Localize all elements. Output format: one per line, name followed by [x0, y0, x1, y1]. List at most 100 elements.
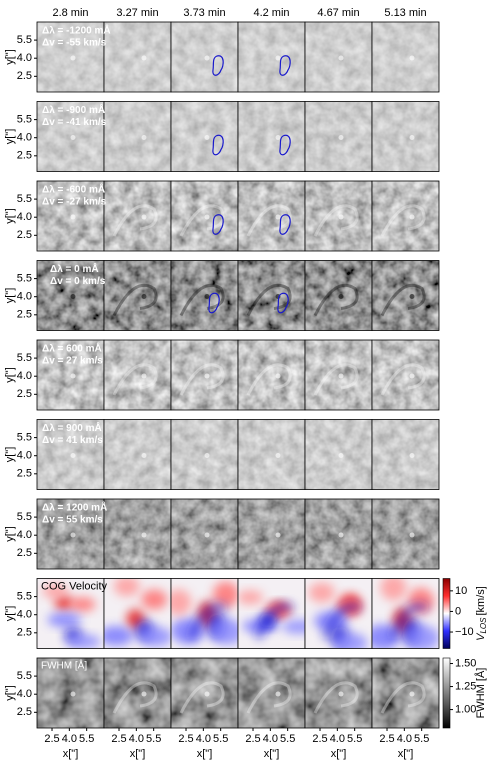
velocity-blob [405, 625, 439, 649]
image-panel [104, 260, 171, 331]
panel-texture [238, 340, 305, 410]
colorbar-tick-label: −10 [455, 626, 474, 638]
image-panel [37, 181, 104, 251]
panel-texture [37, 658, 104, 728]
contour [212, 214, 224, 235]
image-panel [37, 340, 104, 410]
panel-texture [238, 658, 305, 728]
image-panel [37, 22, 104, 92]
image-panel [238, 578, 305, 649]
y-tick-label: 5.5 [17, 591, 32, 603]
x-tick-label: 5.5 [79, 733, 94, 745]
panel-frame [371, 21, 440, 93]
colorbar-label: FWHM [Å] [474, 668, 487, 719]
swirl [112, 204, 158, 237]
colorbar-tick-label: 1.00 [455, 703, 476, 715]
velocity-blob [210, 618, 238, 645]
y-axis-label: y["] [4, 526, 16, 542]
image-panel [238, 499, 305, 569]
image-panel [372, 658, 439, 728]
x-axis-label: x["] [331, 748, 347, 760]
row-label: Δλ = 0 mÅ [50, 262, 99, 275]
bright-point [141, 55, 147, 61]
image-panel [104, 22, 171, 92]
bright-point [204, 532, 210, 538]
y-tick-label: 4.0 [17, 52, 32, 64]
x-tick-label: 2.5 [44, 733, 59, 745]
panel-texture [104, 419, 171, 490]
bright-point [409, 135, 415, 140]
y-tick-label: 4.0 [17, 370, 32, 382]
panel-texture [372, 499, 439, 569]
bright-point [141, 691, 147, 697]
swirl [313, 204, 359, 237]
colorbar [442, 657, 451, 729]
panel-texture [305, 22, 372, 92]
x-tick-label: 4.0 [62, 733, 77, 745]
x-tick-label: 2.5 [312, 733, 327, 745]
y-tick-label: 4.0 [17, 529, 32, 541]
bright-point [141, 453, 147, 458]
y-tick-label: 4.0 [17, 609, 32, 621]
x-tick-label: 4.0 [129, 733, 144, 745]
bright-point [338, 373, 344, 379]
contour [208, 292, 220, 314]
y-tick-label: 5.5 [17, 114, 32, 126]
panel-texture [372, 260, 439, 331]
contour [279, 214, 291, 235]
image-panel [238, 181, 305, 251]
panel-texture [104, 658, 171, 728]
image-panel [171, 22, 238, 92]
row-label: Δλ = 600 mÅ [42, 342, 102, 355]
swirl [313, 363, 359, 396]
panel-frame [371, 260, 440, 331]
bright-point [338, 55, 344, 61]
contour [212, 55, 224, 76]
image-panel [104, 658, 171, 728]
panel-texture [104, 260, 171, 331]
y-tick-label: 4.0 [17, 211, 32, 223]
row-label: Δλ = -600 mÅ [42, 183, 105, 196]
row-label: Δλ = -1200 mÅ [42, 24, 111, 37]
panel-texture [37, 260, 104, 331]
velocity-blob [42, 584, 69, 599]
panel-frame [371, 657, 440, 729]
panel-texture [104, 22, 171, 92]
velocity-blob [380, 578, 407, 601]
label-unit: [km/s] [475, 586, 487, 615]
bright-point [275, 55, 281, 61]
contour [279, 55, 291, 76]
velocity-blob [141, 589, 168, 610]
panel-texture [171, 340, 238, 410]
panel-frame [371, 578, 440, 649]
y-axis-label: y["] [4, 685, 16, 701]
image-panel [171, 101, 238, 172]
image-panel [238, 260, 305, 331]
bright-point [204, 55, 210, 61]
row-label: COG Velocity [41, 580, 108, 592]
swirl [313, 283, 359, 317]
image-panel [104, 499, 171, 569]
y-axis-label: y["] [4, 208, 16, 224]
bright-point [275, 373, 281, 379]
image-panel [37, 419, 104, 490]
y-tick-label: 2.5 [17, 547, 32, 559]
contour [212, 134, 224, 156]
image-panel [305, 578, 372, 649]
swirl [380, 681, 426, 714]
velocity-swirl [389, 603, 429, 640]
x-tick-label: 2.5 [379, 733, 394, 745]
panel-texture [238, 419, 305, 490]
colorbar-tick-label: 10 [455, 585, 467, 597]
bright-point [409, 214, 415, 220]
bright-point [338, 532, 344, 538]
x-axis-label: x["] [130, 748, 146, 760]
image-panel [305, 419, 372, 490]
colorbar [442, 578, 451, 649]
panel-texture [104, 499, 171, 569]
panel-texture [305, 340, 372, 410]
velocity-blob [138, 626, 171, 647]
image-panel [238, 101, 305, 172]
panel-texture [372, 181, 439, 251]
